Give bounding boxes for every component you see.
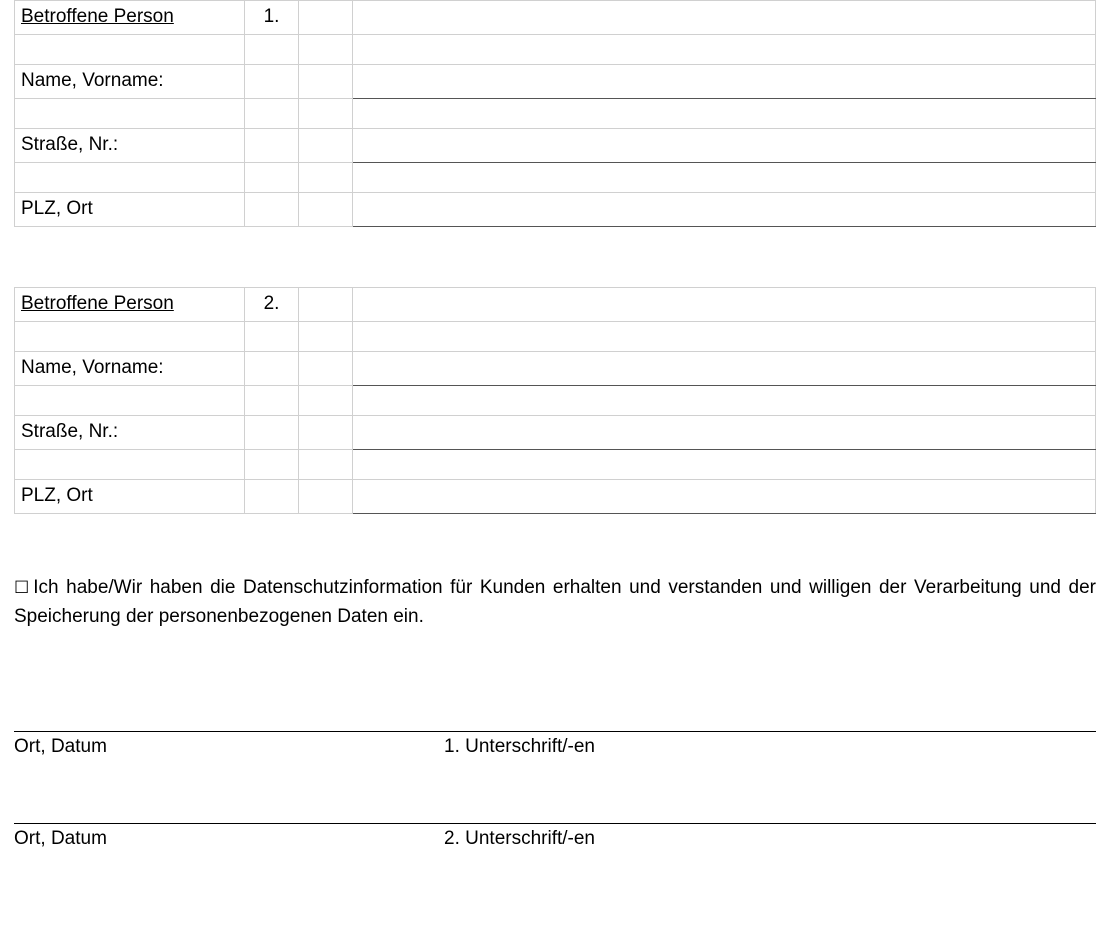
- person-table-1: Betroffene Person 1. Name, Vorname: Stra…: [14, 0, 1096, 227]
- table-cell: [245, 35, 299, 65]
- table-cell: [299, 99, 353, 129]
- table-cell: [353, 288, 1096, 322]
- table-cell: [15, 322, 245, 352]
- person-2-zip-value[interactable]: [353, 480, 1096, 514]
- signature-2-right-label: 2. Unterschrift/-en: [444, 828, 1096, 850]
- table-cell: [299, 65, 353, 99]
- table-cell: [245, 193, 299, 227]
- person-1-number: 1.: [245, 1, 299, 35]
- table-cell: [15, 163, 245, 193]
- table-cell: [353, 1, 1096, 35]
- person-1-zip-value[interactable]: [353, 193, 1096, 227]
- person-1-header: Betroffene Person: [15, 1, 245, 35]
- table-cell: [15, 450, 245, 480]
- table-cell: [245, 65, 299, 99]
- person-2-number: 2.: [245, 288, 299, 322]
- person-2-zip-label: PLZ, Ort: [15, 480, 245, 514]
- person-table-2: Betroffene Person 2. Name, Vorname: Stra…: [14, 287, 1096, 514]
- table-cell: [245, 163, 299, 193]
- person-2-name-value[interactable]: [353, 352, 1096, 386]
- person-2-street-label: Straße, Nr.:: [15, 416, 245, 450]
- table-cell: [245, 386, 299, 416]
- person-1-zip-label: PLZ, Ort: [15, 193, 245, 227]
- table-cell: [15, 99, 245, 129]
- table-cell: [15, 35, 245, 65]
- signature-section: Ort, Datum 1. Unterschrift/-en Ort, Datu…: [14, 731, 1096, 850]
- table-cell: [299, 322, 353, 352]
- table-cell: [353, 163, 1096, 193]
- person-2-header: Betroffene Person: [15, 288, 245, 322]
- table-cell: [245, 129, 299, 163]
- signature-1-left-label: Ort, Datum: [14, 736, 444, 758]
- person-2-name-label: Name, Vorname:: [15, 352, 245, 386]
- table-cell: [299, 193, 353, 227]
- signature-1-right-label: 1. Unterschrift/-en: [444, 736, 1096, 758]
- table-cell: [353, 386, 1096, 416]
- signature-row-1: Ort, Datum 1. Unterschrift/-en: [14, 731, 1096, 758]
- person-2-street-value[interactable]: [353, 416, 1096, 450]
- person-1-street-label: Straße, Nr.:: [15, 129, 245, 163]
- person-1-name-label: Name, Vorname:: [15, 65, 245, 99]
- table-cell: [245, 416, 299, 450]
- table-cell: [245, 480, 299, 514]
- table-cell: [15, 386, 245, 416]
- table-cell: [299, 480, 353, 514]
- table-cell: [299, 1, 353, 35]
- table-cell: [299, 450, 353, 480]
- table-cell: [245, 99, 299, 129]
- table-cell: [299, 386, 353, 416]
- consent-text: Ich habe/Wir haben die Datenschutzinform…: [14, 577, 1096, 627]
- table-cell: [245, 322, 299, 352]
- table-cell: [245, 450, 299, 480]
- table-cell: [353, 99, 1096, 129]
- table-cell: [353, 450, 1096, 480]
- consent-paragraph: ☐Ich habe/Wir haben die Datenschutzinfor…: [14, 574, 1096, 631]
- table-cell: [299, 163, 353, 193]
- signature-row-2: Ort, Datum 2. Unterschrift/-en: [14, 823, 1096, 850]
- table-cell: [299, 416, 353, 450]
- table-cell: [353, 322, 1096, 352]
- table-cell: [299, 288, 353, 322]
- table-cell: [299, 352, 353, 386]
- table-cell: [299, 129, 353, 163]
- signature-2-left-label: Ort, Datum: [14, 828, 444, 850]
- person-1-name-value[interactable]: [353, 65, 1096, 99]
- table-cell: [245, 352, 299, 386]
- consent-checkbox[interactable]: ☐: [14, 575, 29, 601]
- table-cell: [353, 35, 1096, 65]
- table-cell: [299, 35, 353, 65]
- person-1-street-value[interactable]: [353, 129, 1096, 163]
